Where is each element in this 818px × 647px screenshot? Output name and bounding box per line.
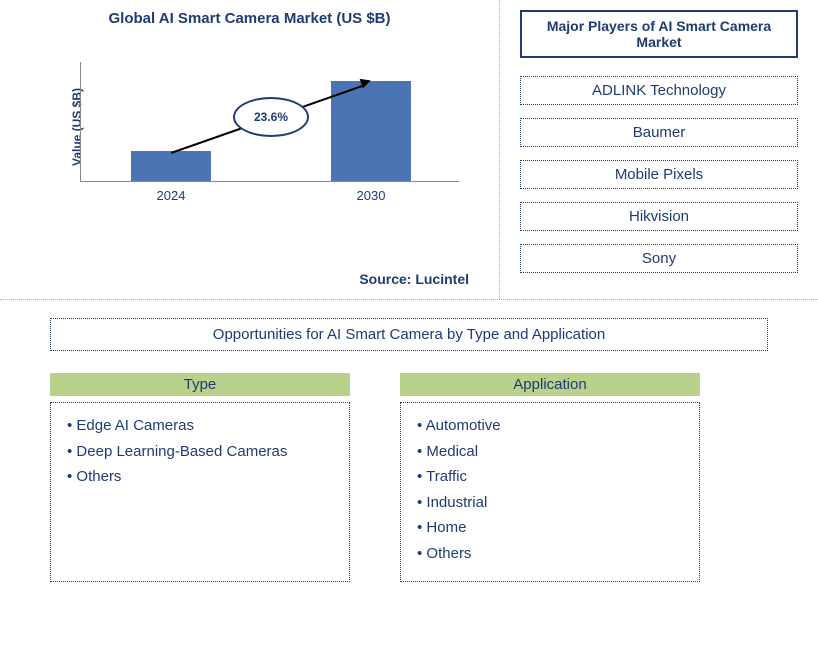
- chart-area: Value (US $B) 2024 2030 23.6%: [80, 42, 459, 212]
- x-tick-0: 2024: [157, 188, 186, 203]
- opportunity-item: Others: [417, 541, 683, 567]
- opportunity-list: Edge AI CamerasDeep Learning-Based Camer…: [50, 402, 350, 582]
- opportunities-title: Opportunities for AI Smart Camera by Typ…: [50, 318, 768, 351]
- opportunity-item: Traffic: [417, 464, 683, 490]
- opportunity-column-header: Type: [50, 373, 350, 396]
- player-item: ADLINK Technology: [520, 76, 798, 105]
- opportunity-list: AutomotiveMedicalTrafficIndustrialHomeOt…: [400, 402, 700, 582]
- player-item: Baumer: [520, 118, 798, 147]
- cagr-value: 23.6%: [254, 110, 288, 124]
- opportunity-column: Type Edge AI CamerasDeep Learning-Based C…: [50, 373, 350, 582]
- opportunity-item: Medical: [417, 439, 683, 465]
- opportunity-item: Edge AI Cameras: [67, 413, 333, 439]
- opportunity-item: Deep Learning-Based Cameras: [67, 439, 333, 465]
- opportunity-column: Application AutomotiveMedicalTrafficIndus…: [400, 373, 700, 582]
- chart-source: Source: Lucintel: [359, 271, 469, 287]
- opportunity-item: Industrial: [417, 490, 683, 516]
- opportunity-item: Automotive: [417, 413, 683, 439]
- players-panel: Major Players of AI Smart Camera Market …: [500, 0, 818, 299]
- opportunity-column-header: Application: [400, 373, 700, 396]
- opportunities-panel: Opportunities for AI Smart Camera by Typ…: [0, 300, 818, 600]
- opportunities-columns: Type Edge AI CamerasDeep Learning-Based C…: [50, 373, 768, 582]
- chart-panel: Global AI Smart Camera Market (US $B) Va…: [0, 0, 500, 299]
- opportunity-item: Others: [67, 464, 333, 490]
- chart-plot: 2024 2030 23.6%: [80, 62, 459, 182]
- players-title: Major Players of AI Smart Camera Market: [520, 10, 798, 58]
- cagr-badge: 23.6%: [233, 97, 309, 137]
- x-tick-1: 2030: [357, 188, 386, 203]
- bar-2024: [131, 151, 211, 181]
- player-item: Hikvision: [520, 202, 798, 231]
- players-list: ADLINK Technology Baumer Mobile Pixels Hikv…: [520, 76, 798, 273]
- chart-title: Global AI Smart Camera Market (US $B): [20, 10, 479, 27]
- opportunity-item: Home: [417, 515, 683, 541]
- player-item: Mobile Pixels: [520, 160, 798, 189]
- player-item: Sony: [520, 244, 798, 273]
- bar-2030: [331, 81, 411, 181]
